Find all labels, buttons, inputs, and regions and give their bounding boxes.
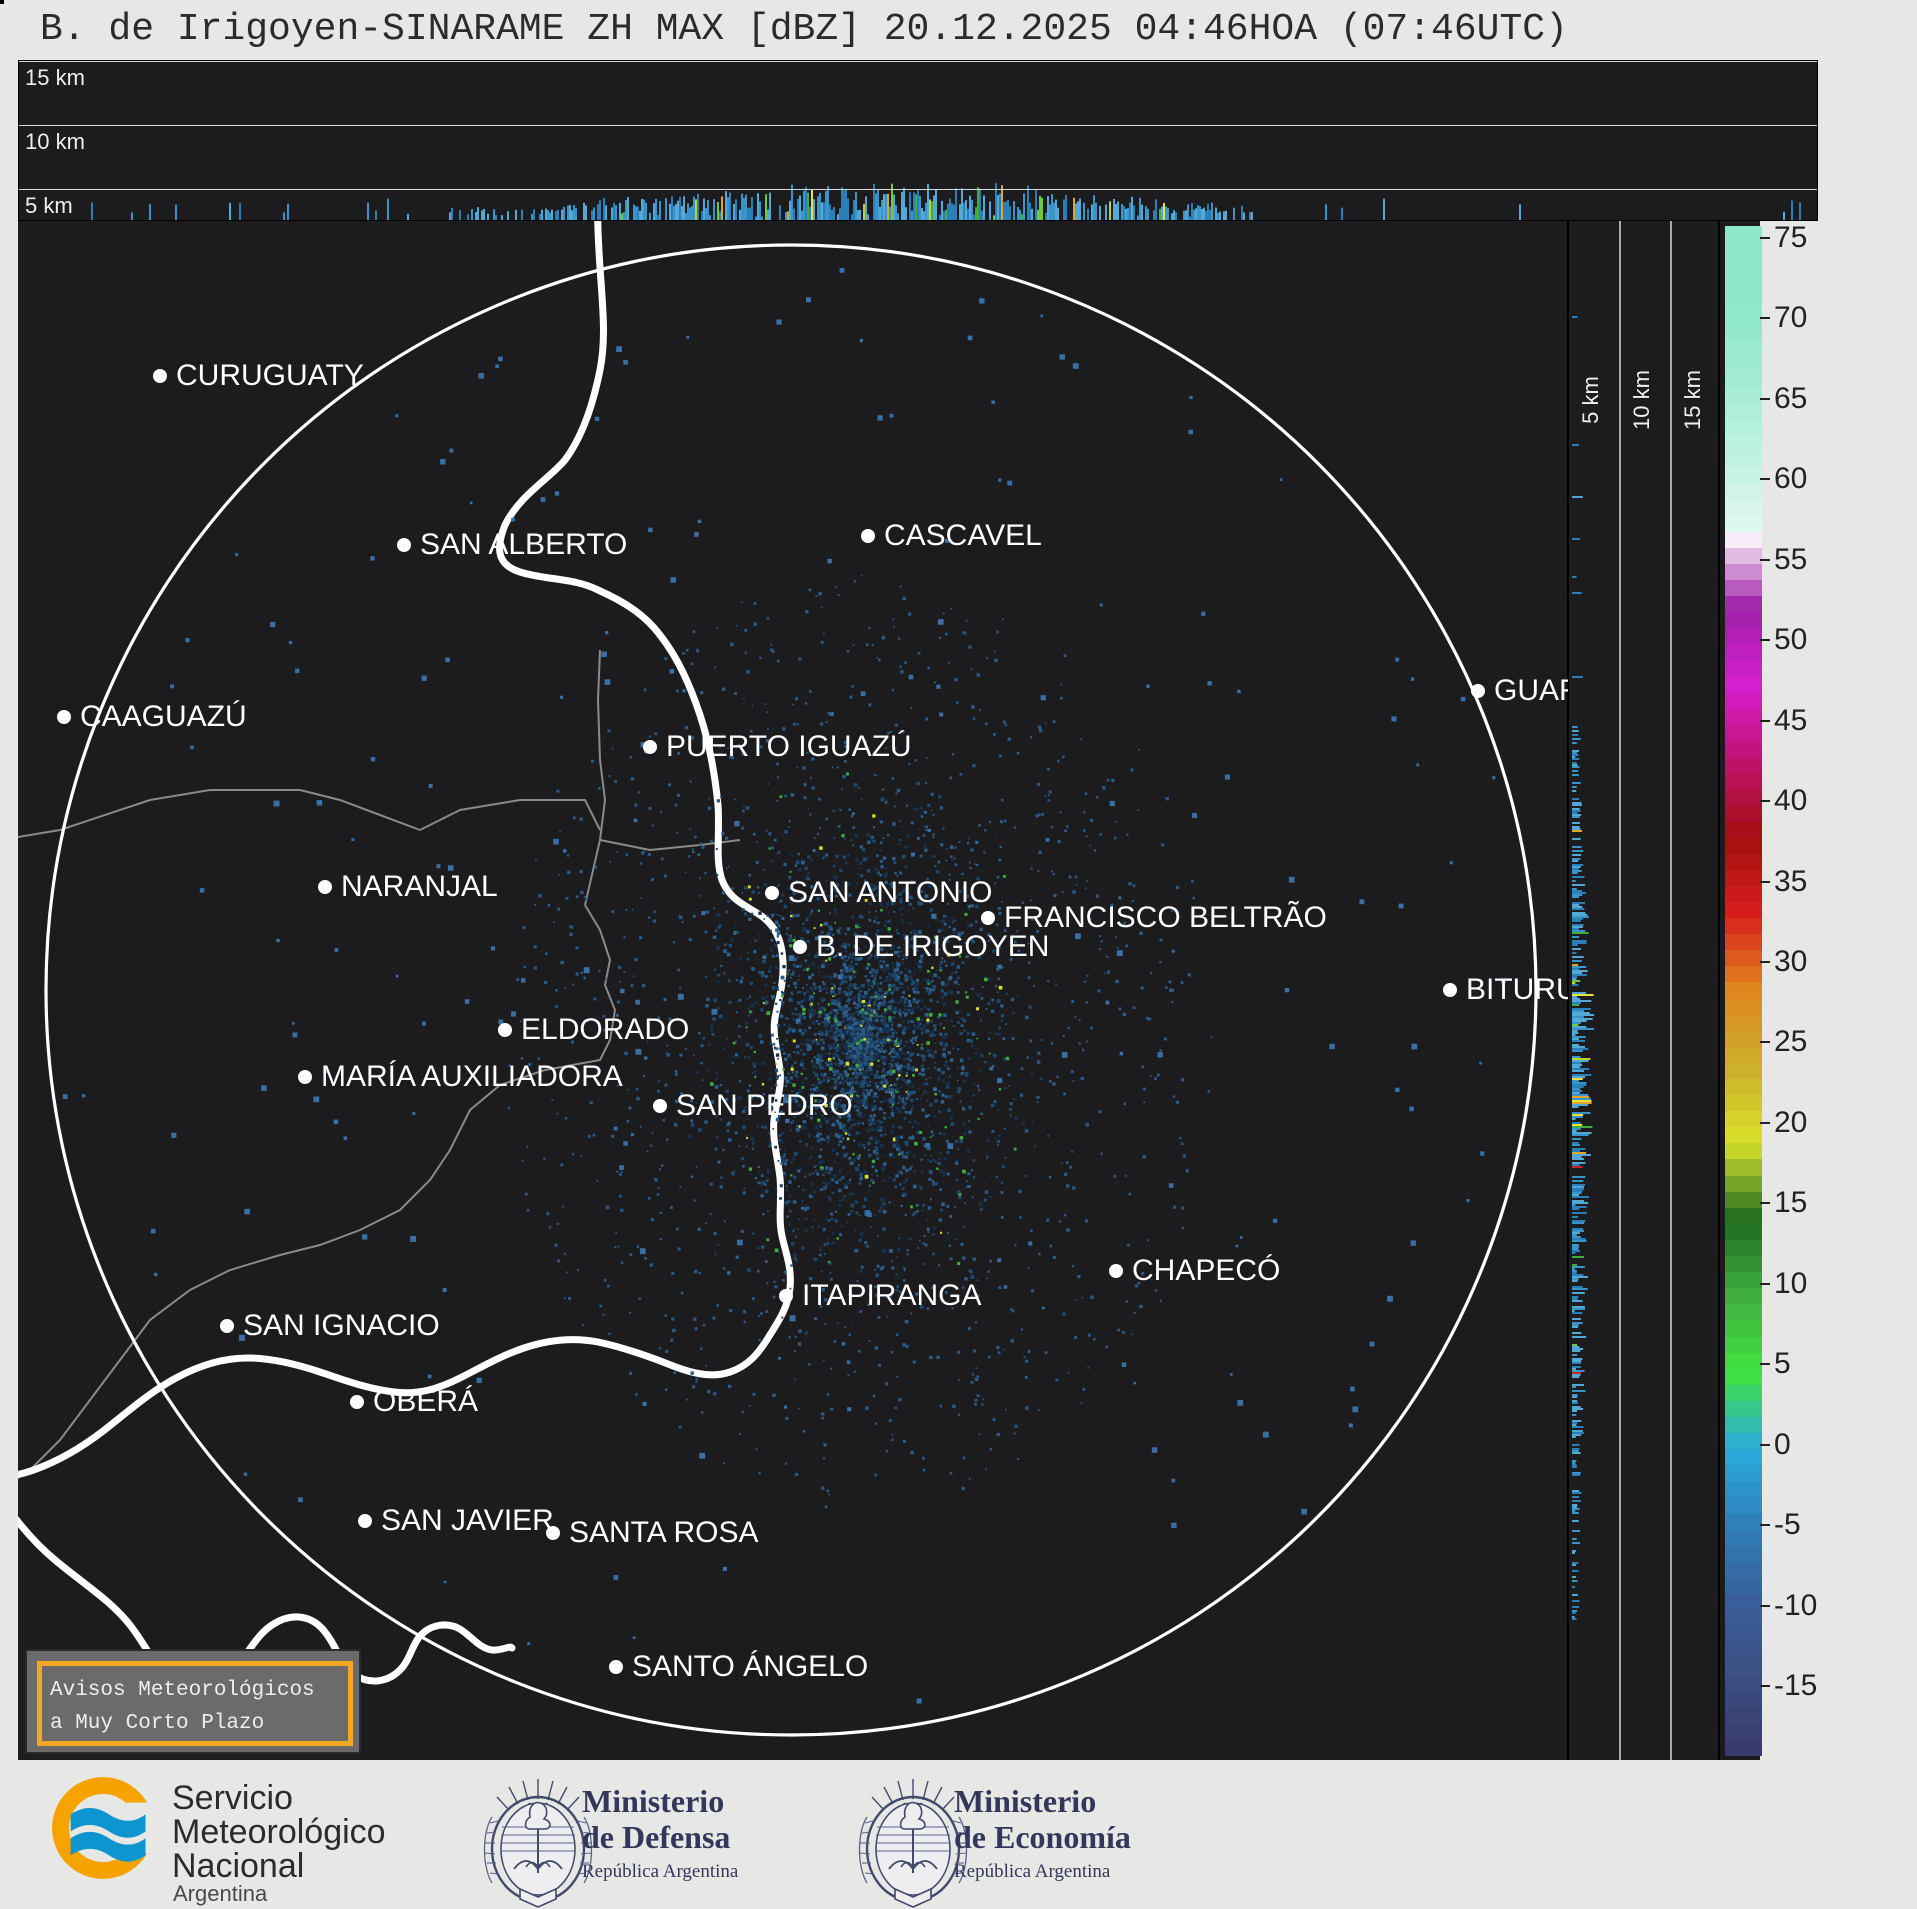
svg-text:15 km: 15 km	[1680, 370, 1705, 430]
svg-text:5 km: 5 km	[1578, 376, 1603, 424]
svg-text:10 km: 10 km	[1629, 370, 1654, 430]
